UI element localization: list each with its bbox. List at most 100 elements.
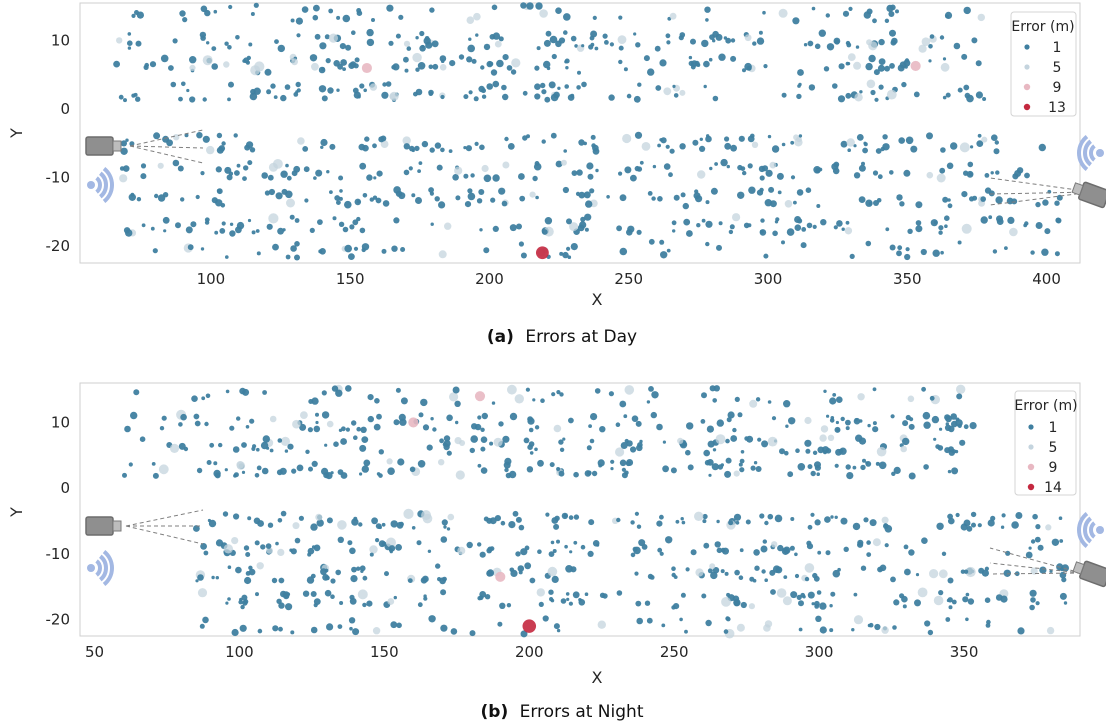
legend-marker xyxy=(1028,444,1033,449)
scatter-point xyxy=(154,194,158,198)
scatter-point xyxy=(948,446,954,452)
scatter-point xyxy=(391,246,397,252)
scatter-point xyxy=(453,387,460,394)
scatter-point xyxy=(200,171,204,175)
scatter-point xyxy=(883,523,889,529)
scatter-point xyxy=(701,392,707,398)
scatter-point xyxy=(757,438,761,442)
scatter-point xyxy=(566,247,570,251)
scatter-point xyxy=(753,549,760,556)
scatter-point xyxy=(351,30,356,35)
scatter-point xyxy=(945,617,950,622)
scatter-point xyxy=(909,473,916,480)
scatter-point xyxy=(409,166,413,170)
scatter-point xyxy=(763,539,767,543)
scatter-point xyxy=(260,544,265,549)
scatter-point xyxy=(790,517,794,521)
scatter-point xyxy=(715,541,721,547)
scatter-point xyxy=(381,92,388,99)
scatter-point xyxy=(799,134,802,137)
scatter-point xyxy=(851,628,854,631)
scatter-point xyxy=(263,435,270,442)
scatter-point xyxy=(363,460,370,467)
scatter-point xyxy=(484,44,490,50)
scatter-point xyxy=(581,44,584,47)
scatter-point xyxy=(734,471,740,477)
scatter-point xyxy=(228,565,232,569)
scatter-point xyxy=(635,166,640,171)
scatter-point xyxy=(795,574,799,578)
scatter-point xyxy=(866,540,871,545)
scatter-point xyxy=(616,225,622,231)
scatter-point xyxy=(656,424,663,431)
scatter-point xyxy=(907,229,912,234)
scatter-point xyxy=(384,571,389,576)
scatter-point xyxy=(467,16,475,24)
scatter-point xyxy=(311,627,318,634)
scatter-point xyxy=(763,64,767,68)
scatter-point xyxy=(777,173,784,180)
scatter-point xyxy=(304,166,310,172)
legend-marker xyxy=(1024,104,1030,110)
scatter-point xyxy=(899,201,904,206)
scatter-point xyxy=(242,471,245,474)
scatter-point xyxy=(329,34,338,43)
scatter-point xyxy=(890,245,896,251)
scatter-point xyxy=(489,442,493,446)
scatter-point xyxy=(819,602,826,609)
scatter-point xyxy=(248,219,251,222)
scatter-point xyxy=(595,47,599,51)
scatter-point xyxy=(749,400,757,408)
scatter-point xyxy=(178,166,184,172)
scatter-point xyxy=(897,245,902,250)
scatter-point xyxy=(277,228,284,235)
scatter-point xyxy=(906,137,914,145)
scatter-point xyxy=(644,55,650,61)
scatter-point xyxy=(933,250,940,257)
scatter-point xyxy=(329,190,333,194)
scatter-point xyxy=(772,416,776,420)
scatter-point xyxy=(325,472,332,479)
scatter-point xyxy=(554,623,560,629)
scatter-point xyxy=(895,9,899,13)
scatter-point xyxy=(337,520,347,530)
scatter-point xyxy=(565,565,573,573)
scatter-point xyxy=(921,249,927,255)
scatter-point xyxy=(620,248,628,256)
scatter-point xyxy=(635,601,641,607)
scatter-point xyxy=(502,201,508,207)
scatter-point xyxy=(420,399,427,406)
scatter-point xyxy=(519,525,525,531)
scatter-point xyxy=(246,61,250,65)
scatter-point xyxy=(752,41,756,45)
scatter-point xyxy=(701,40,708,47)
scatter-point xyxy=(659,515,664,520)
scatter-point xyxy=(809,84,815,90)
scatter-point xyxy=(135,97,140,102)
scatter-point xyxy=(754,566,759,571)
y-tick-labels: 100-10-20 xyxy=(46,413,71,628)
scatter-point xyxy=(832,393,836,397)
scatter-point xyxy=(904,545,909,550)
scatter-point xyxy=(798,600,804,606)
scatter-point xyxy=(200,624,205,629)
scatter-point xyxy=(853,62,861,70)
scatter-point xyxy=(553,549,557,553)
scatter-point xyxy=(356,217,360,221)
scatter-point xyxy=(735,397,740,402)
scatter-point xyxy=(502,94,508,100)
scatter-point xyxy=(543,61,550,68)
scatter-point xyxy=(437,165,443,171)
scatter-point xyxy=(765,199,772,206)
scatter-point xyxy=(272,244,279,251)
scatter-point xyxy=(657,548,662,553)
scatter-point xyxy=(511,69,516,74)
scatter-point xyxy=(338,537,344,543)
scatter-point xyxy=(833,570,841,578)
scatter-point xyxy=(908,396,915,403)
scatter-point xyxy=(537,46,541,50)
scatter-point xyxy=(353,517,357,521)
scatter-point xyxy=(1004,246,1008,250)
scatter-point xyxy=(904,254,910,260)
scatter-point xyxy=(798,463,806,471)
